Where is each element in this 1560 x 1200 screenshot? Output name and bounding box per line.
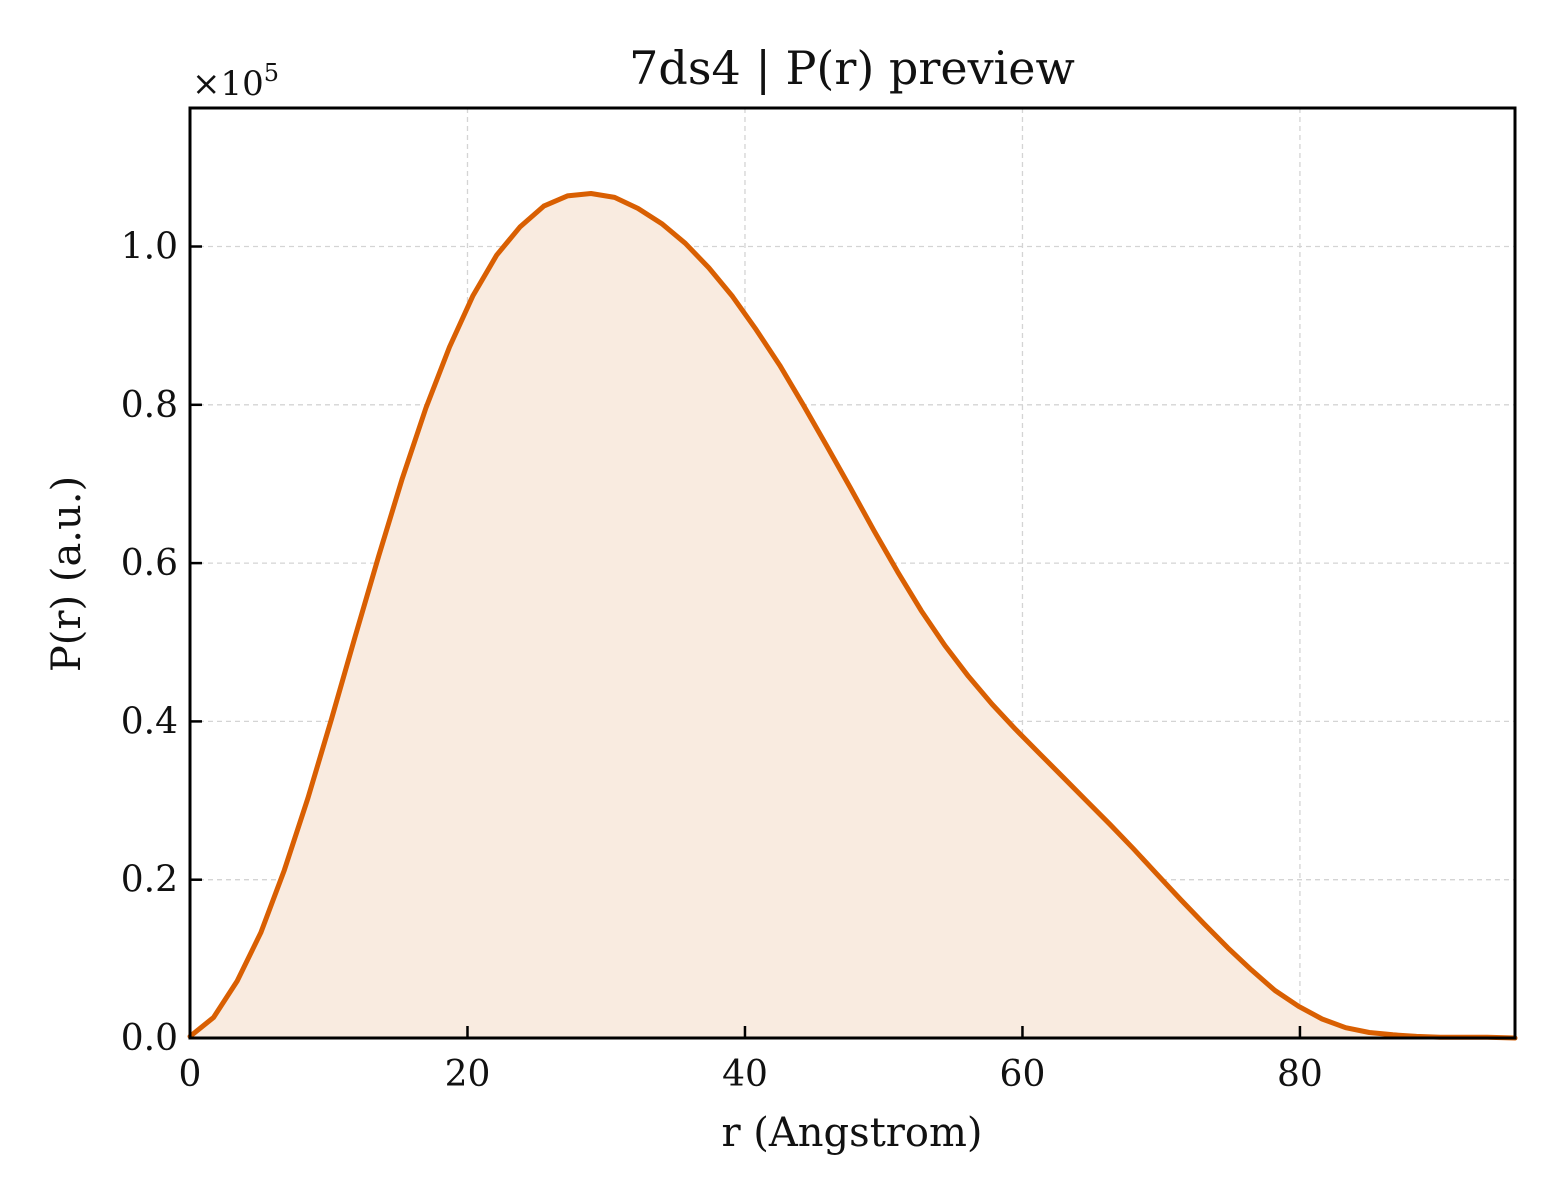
x-tick-label: 0 bbox=[179, 1054, 202, 1095]
axis-ticks: 0 20 40 60 80 0.0 0.2 0.4 0.6 0.8 1.0 bbox=[121, 227, 1323, 1095]
y-axis-multiplier: ×105 bbox=[192, 59, 279, 104]
y-tick-label: 0.0 bbox=[121, 1018, 178, 1059]
x-tick-label: 40 bbox=[722, 1054, 768, 1095]
plot-frame bbox=[188, 106, 1517, 1040]
x-axis-label: r (Angstrom) bbox=[721, 1110, 982, 1156]
chart-title: 7ds4 | P(r) preview bbox=[629, 41, 1075, 95]
area-fill bbox=[190, 193, 1515, 1038]
y-tick-label: 0.6 bbox=[121, 543, 178, 584]
x-tick-label: 20 bbox=[445, 1054, 491, 1095]
y-tick-label: 0.2 bbox=[121, 860, 178, 901]
y-tick-label: 1.0 bbox=[121, 227, 178, 268]
x-tick-label: 60 bbox=[1000, 1054, 1046, 1095]
y-axis-multiplier-exponent: 5 bbox=[264, 59, 279, 87]
y-tick-label: 0.8 bbox=[121, 385, 178, 426]
y-axis-label: P(r) (a.u.) bbox=[44, 476, 90, 672]
x-tick-label: 80 bbox=[1277, 1054, 1323, 1095]
y-tick-label: 0.4 bbox=[121, 701, 178, 742]
series-line bbox=[187, 191, 1518, 1041]
